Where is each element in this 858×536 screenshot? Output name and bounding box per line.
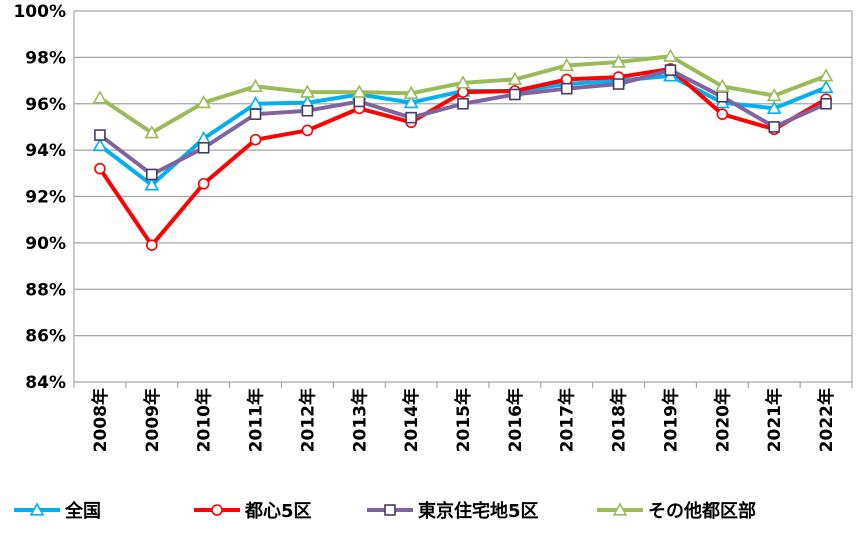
x-tick-label: 2018年 bbox=[609, 388, 630, 452]
series-2 bbox=[94, 64, 832, 181]
y-tick-label: 84% bbox=[25, 373, 66, 393]
data-point bbox=[507, 71, 523, 86]
data-point bbox=[716, 90, 729, 103]
data-point bbox=[92, 137, 108, 152]
data-point bbox=[353, 95, 366, 108]
data-point bbox=[300, 84, 315, 98]
data-point bbox=[716, 108, 729, 120]
data-point bbox=[301, 104, 314, 117]
data-point bbox=[820, 97, 832, 110]
data-point bbox=[146, 168, 158, 181]
x-tick-label: 2011年 bbox=[246, 388, 267, 452]
data-point bbox=[197, 177, 210, 190]
data-point bbox=[560, 82, 573, 95]
legend-item-3: その他都区部 bbox=[597, 500, 756, 522]
y-tick-label: 92% bbox=[25, 188, 66, 208]
y-tick-label: 90% bbox=[25, 234, 66, 254]
data-point bbox=[403, 85, 419, 99]
x-tick-label: 2015年 bbox=[453, 388, 474, 452]
legend: 全国 都心5区 東京住宅地5区 その他都区部 bbox=[14, 500, 756, 522]
x-tick-label: 2019年 bbox=[660, 388, 681, 452]
y-tick-label: 94% bbox=[25, 141, 66, 161]
legend-marker bbox=[384, 504, 396, 516]
data-point bbox=[559, 57, 575, 72]
data-point bbox=[509, 88, 521, 101]
legend-marker bbox=[29, 502, 45, 516]
data-point bbox=[611, 54, 626, 68]
data-point bbox=[248, 78, 263, 92]
x-tick-label: 2020年 bbox=[712, 388, 733, 452]
data-point bbox=[351, 84, 367, 98]
data-point bbox=[664, 64, 677, 76]
legend-item-0: 全国 bbox=[14, 500, 101, 522]
legend-label: 東京住宅地5区 bbox=[418, 500, 539, 522]
legend-label: その他都区部 bbox=[648, 500, 756, 522]
y-tick-label: 88% bbox=[25, 280, 66, 300]
data-point bbox=[92, 90, 108, 104]
data-point bbox=[403, 94, 419, 109]
data-point bbox=[766, 87, 782, 102]
x-tick-label: 2012年 bbox=[297, 388, 318, 452]
data-point bbox=[301, 124, 314, 137]
legend-label: 全国 bbox=[64, 500, 101, 522]
legend-item-1: 都心5区 bbox=[194, 501, 312, 522]
data-point bbox=[197, 142, 210, 154]
data-point bbox=[196, 94, 212, 109]
legend-label: 都心5区 bbox=[244, 501, 312, 522]
y-tick-label: 98% bbox=[25, 48, 66, 68]
x-tick-label: 2010年 bbox=[194, 388, 215, 452]
data-point bbox=[146, 239, 158, 251]
series-lines bbox=[92, 48, 834, 251]
legend-marker bbox=[612, 502, 628, 516]
x-tick-label: 2013年 bbox=[349, 388, 370, 452]
data-point bbox=[405, 111, 417, 124]
x-tick-label: 2021年 bbox=[764, 388, 785, 452]
data-point bbox=[455, 75, 471, 89]
x-tick-label: 2017年 bbox=[557, 388, 578, 452]
legend-item-2: 東京住宅地5区 bbox=[367, 500, 539, 522]
data-point bbox=[144, 177, 160, 191]
x-tick-label: 2014年 bbox=[401, 388, 422, 452]
data-point bbox=[818, 68, 834, 82]
data-point bbox=[663, 48, 678, 62]
y-tick-label: 100% bbox=[13, 2, 66, 22]
data-point bbox=[714, 78, 730, 92]
data-point bbox=[612, 78, 625, 90]
data-point bbox=[818, 79, 834, 94]
x-tick-label: 2009年 bbox=[142, 388, 163, 452]
data-point bbox=[249, 133, 262, 146]
data-point bbox=[249, 108, 262, 120]
data-point bbox=[457, 97, 469, 110]
data-point bbox=[457, 86, 469, 98]
x-tick-label: 2022年 bbox=[816, 388, 837, 452]
data-point bbox=[766, 100, 782, 114]
data-point bbox=[768, 121, 781, 133]
data-point bbox=[144, 125, 160, 139]
series-3 bbox=[92, 48, 834, 139]
legend-marker bbox=[211, 504, 223, 516]
y-tick-label: 86% bbox=[25, 327, 66, 347]
x-tick-label: 2016年 bbox=[505, 388, 526, 452]
data-point bbox=[94, 129, 106, 141]
x-tick-label: 2008年 bbox=[90, 388, 111, 452]
y-tick-label: 96% bbox=[25, 95, 66, 115]
data-point bbox=[94, 162, 106, 175]
axes: 84% 86% 88% 90% 92% 94% 96% 98% 100% 2008年 2009年 20… bbox=[13, 2, 853, 452]
